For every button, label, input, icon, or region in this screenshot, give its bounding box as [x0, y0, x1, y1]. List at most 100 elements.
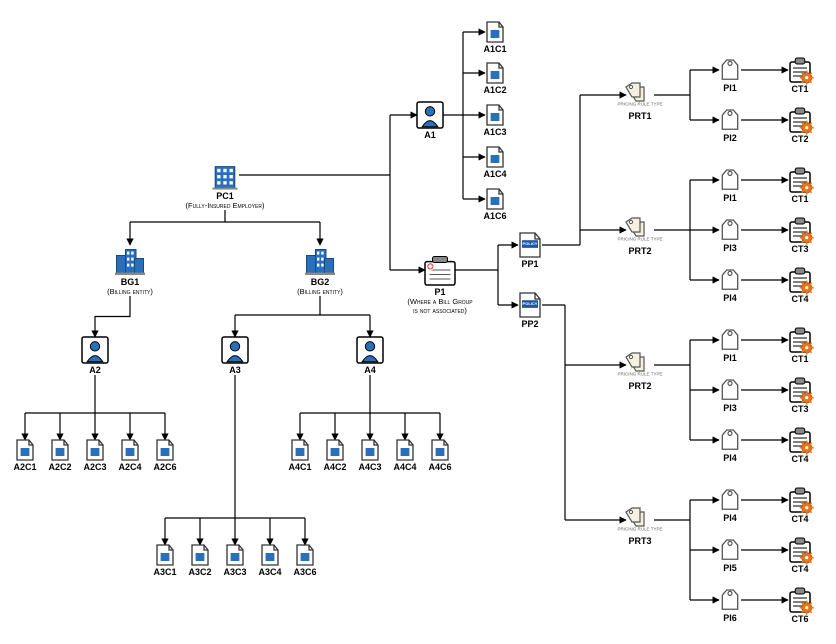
node-A2C1: A2C1	[13, 440, 36, 472]
node-label: A2C6	[153, 462, 176, 472]
node-label: A2C3	[83, 462, 106, 472]
node-label: PI2	[723, 133, 737, 143]
node-label: A3C3	[223, 567, 246, 577]
node-label: PI1	[723, 83, 737, 93]
node-label: PI4	[723, 513, 737, 523]
doc-icon	[157, 440, 173, 460]
node-A2C6: A2C6	[153, 440, 176, 472]
policy-icon: POLICY	[520, 233, 540, 257]
node-label: PP2	[521, 319, 538, 329]
node-label: CT4	[791, 454, 808, 464]
node-A3C1: A3C1	[153, 545, 176, 577]
edges-layer	[25, 32, 788, 600]
node-PI4a: PI4	[722, 270, 737, 303]
node-label: A4C1	[288, 462, 311, 472]
doc-icon	[192, 545, 208, 565]
svg-text:PRICING RULE TYPE: PRICING RULE TYPE	[618, 527, 663, 532]
policy-icon: POLICY	[520, 293, 540, 317]
node-label: A2C2	[48, 462, 71, 472]
node-P1: P1(Where a Bill Groupis not associated)	[407, 257, 473, 316]
node-label: PI5	[723, 563, 737, 573]
node-label: CT1	[791, 194, 808, 204]
node-sublabel: (Fully-Insured Employer)	[186, 201, 265, 210]
node-label: A1	[424, 130, 436, 140]
node-PI2: PI2	[722, 110, 737, 143]
tag-icon	[722, 330, 737, 349]
node-A1C3: A1C3	[483, 105, 506, 137]
node-label: A3	[229, 365, 241, 375]
doc-icon	[487, 22, 503, 42]
doc-icon	[487, 63, 503, 83]
node-CT3a: CT3	[790, 218, 814, 254]
node-label: PC1	[216, 191, 234, 201]
tag-icon	[722, 170, 737, 189]
node-A3C6: A3C6	[293, 545, 316, 577]
node-label: A3C1	[153, 567, 176, 577]
node-label: A1C1	[483, 44, 506, 54]
node-label: PP1	[521, 259, 538, 269]
node-label: CT3	[791, 404, 808, 414]
node-PI4c: PI4	[722, 490, 737, 523]
building-icon	[212, 167, 237, 190]
node-label: A3C6	[293, 567, 316, 577]
node-label: CT2	[791, 134, 808, 144]
node-PRT3: PRICING RULE TYPEPRT3	[618, 508, 663, 546]
node-A3C3: A3C3	[223, 545, 246, 577]
node-A3C4: A3C4	[258, 545, 281, 577]
doc-icon	[17, 440, 33, 460]
node-label: A2	[89, 365, 101, 375]
node-PRT2b: PRICING RULE TYPEPRT2	[618, 353, 663, 391]
node-CT2: CT2	[790, 108, 814, 144]
tag-icon	[722, 540, 737, 559]
node-label: CT4	[791, 564, 808, 574]
buildings-icon	[305, 250, 335, 276]
node-BG2: BG2(Billing entity)	[297, 250, 343, 297]
node-label: P1	[434, 287, 445, 297]
medical-icon	[425, 257, 455, 286]
node-label: A4C2	[323, 462, 346, 472]
node-A1: A1	[417, 102, 443, 140]
node-CT6: CT6	[790, 588, 814, 624]
node-label: BG1	[121, 277, 140, 287]
node-label: PI3	[723, 403, 737, 413]
doc-icon	[362, 440, 378, 460]
doc-icon	[262, 545, 278, 565]
node-PC1: PC1(Fully-Insured Employer)	[186, 167, 265, 210]
node-CT4a: CT4	[790, 268, 814, 304]
doc-icon	[292, 440, 308, 460]
node-PI4b: PI4	[722, 430, 737, 463]
node-label: CT1	[791, 84, 808, 94]
node-label: A3C2	[188, 567, 211, 577]
node-A1C2: A1C2	[483, 63, 506, 95]
node-PI6: PI6	[722, 590, 737, 623]
node-label: PRT2	[628, 246, 651, 256]
doc-icon	[397, 440, 413, 460]
doc-icon	[487, 105, 503, 125]
node-BG1: BG1(Billing entity)	[107, 250, 153, 297]
node-A4C6: A4C6	[428, 440, 451, 472]
node-PI3a: PI3	[722, 220, 737, 253]
node-sublabel: (Billing entity)	[297, 287, 343, 296]
doc-icon	[297, 545, 313, 565]
node-label: A1C2	[483, 85, 506, 95]
node-CT1c: CT1	[790, 328, 814, 364]
tag-icon	[722, 110, 737, 129]
svg-text:POLICY: POLICY	[523, 301, 538, 306]
node-PI3b: PI3	[722, 380, 737, 413]
node-PI1b: PI1	[722, 170, 737, 203]
person-icon	[357, 337, 383, 363]
node-label: PI1	[723, 353, 737, 363]
node-label: A1C6	[483, 211, 506, 221]
node-PP1: POLICY PP1	[520, 233, 540, 269]
person-icon	[417, 102, 443, 128]
node-CT1a: CT1	[790, 58, 814, 94]
node-label: CT1	[791, 354, 808, 364]
node-PRT1: PRICING RULE TYPEPRT1	[618, 83, 663, 121]
node-PI1c: PI1	[722, 330, 737, 363]
svg-text:POLICY: POLICY	[523, 241, 538, 246]
node-label: PRT2	[628, 381, 651, 391]
node-A2: A2	[82, 337, 108, 375]
node-label: A2C4	[118, 462, 141, 472]
node-label: PI3	[723, 243, 737, 253]
node-A1C6: A1C6	[483, 189, 506, 221]
